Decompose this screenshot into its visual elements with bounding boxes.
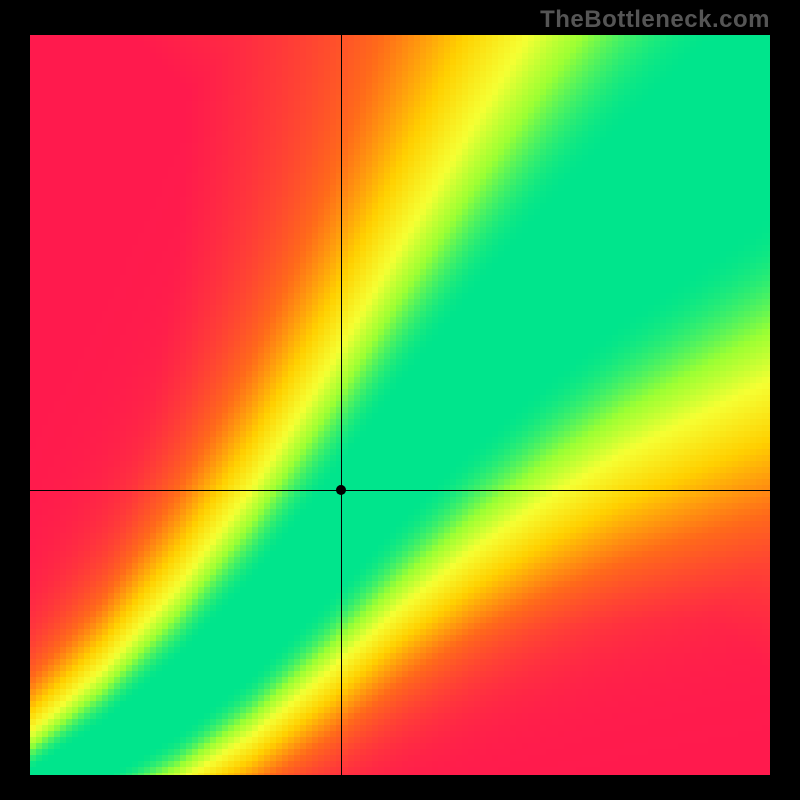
watermark-text: TheBottleneck.com <box>540 6 770 34</box>
plot-area <box>30 35 770 775</box>
heatmap-canvas <box>30 35 770 775</box>
chart-container: TheBottleneck.com <box>0 0 800 800</box>
